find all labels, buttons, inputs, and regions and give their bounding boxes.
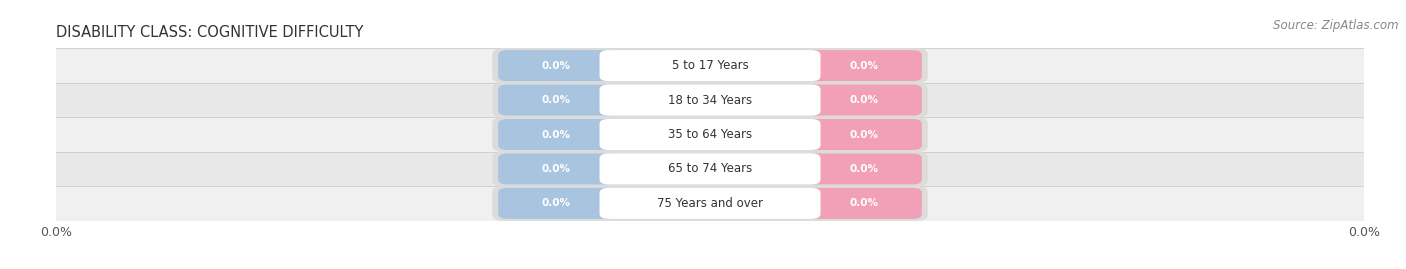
Text: Source: ZipAtlas.com: Source: ZipAtlas.com [1274,19,1399,32]
Text: DISABILITY CLASS: COGNITIVE DIFFICULTY: DISABILITY CLASS: COGNITIVE DIFFICULTY [56,25,364,40]
Text: 0.0%: 0.0% [541,129,571,140]
FancyBboxPatch shape [498,119,614,150]
FancyBboxPatch shape [498,84,614,116]
Text: 5 to 17 Years: 5 to 17 Years [672,59,748,72]
Bar [56,186,1364,221]
FancyBboxPatch shape [806,84,922,116]
Text: 0.0%: 0.0% [849,61,879,71]
Text: 0.0%: 0.0% [849,164,879,174]
FancyBboxPatch shape [492,186,928,221]
Text: 75 Years and over: 75 Years and over [657,197,763,210]
Text: 0.0%: 0.0% [541,61,571,71]
Text: 0.0%: 0.0% [849,95,879,105]
Text: 0.0%: 0.0% [541,198,571,208]
FancyBboxPatch shape [806,50,922,81]
Text: 35 to 64 Years: 35 to 64 Years [668,128,752,141]
FancyBboxPatch shape [498,153,614,185]
FancyBboxPatch shape [492,117,928,152]
Bar [56,48,1364,83]
Text: 0.0%: 0.0% [849,198,879,208]
FancyBboxPatch shape [806,119,922,150]
FancyBboxPatch shape [599,84,821,116]
Legend: Male, Female: Male, Female [638,264,782,269]
Text: 65 to 74 Years: 65 to 74 Years [668,162,752,175]
FancyBboxPatch shape [806,153,922,185]
FancyBboxPatch shape [806,188,922,219]
Text: 0.0%: 0.0% [849,129,879,140]
Text: 0.0%: 0.0% [541,95,571,105]
Text: 0.0%: 0.0% [541,164,571,174]
FancyBboxPatch shape [498,188,614,219]
FancyBboxPatch shape [492,83,928,118]
FancyBboxPatch shape [599,188,821,219]
FancyBboxPatch shape [498,50,614,81]
Bar [56,83,1364,117]
FancyBboxPatch shape [492,48,928,83]
FancyBboxPatch shape [599,119,821,150]
FancyBboxPatch shape [492,151,928,186]
Bar [56,117,1364,152]
Text: 18 to 34 Years: 18 to 34 Years [668,94,752,107]
FancyBboxPatch shape [599,153,821,185]
FancyBboxPatch shape [599,50,821,81]
Bar [56,152,1364,186]
